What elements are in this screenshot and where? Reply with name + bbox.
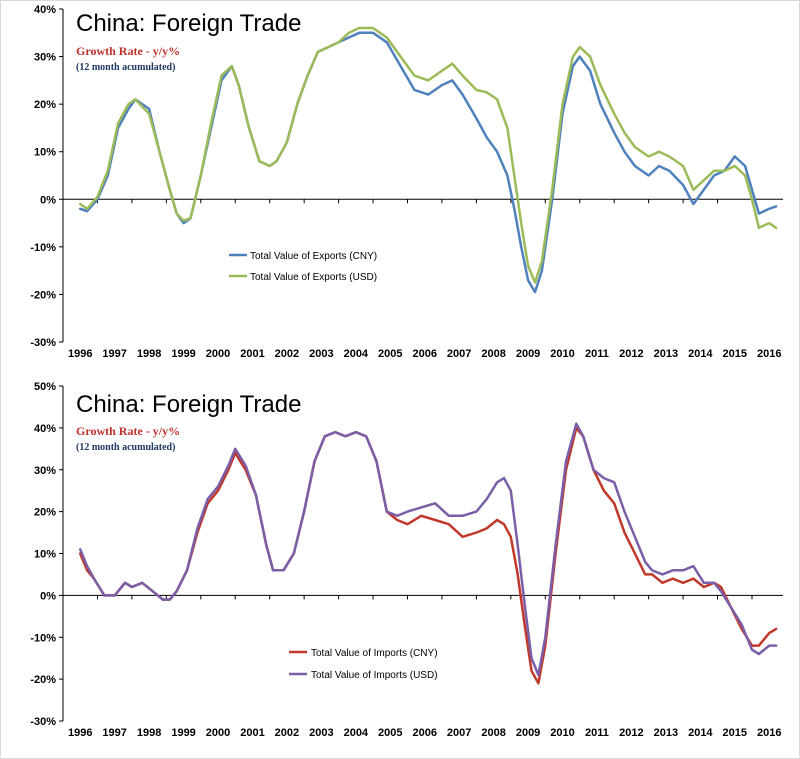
chart-title: China: Foreign Trade [76, 391, 301, 418]
legend-label-exports-usd: Total Value of Exports (USD) [250, 272, 377, 283]
x-tick-label: 2002 [275, 348, 299, 360]
x-tick-label: 1998 [137, 348, 161, 360]
y-tick-label: -10% [30, 632, 56, 644]
x-tick-label: 2007 [447, 727, 471, 739]
x-tick-label: 2000 [206, 348, 230, 360]
legend: Total Value of Exports (CNY) Total Value… [229, 251, 377, 283]
x-tick-label: 2013 [654, 348, 678, 360]
chart-note: (12 month acumulated) [76, 62, 175, 73]
x-tick-label: 2000 [206, 727, 230, 739]
x-tick-label: 2010 [550, 727, 574, 739]
series-lines [78, 422, 778, 685]
imports-chart: -30%-20%-10%0%10%20%30%40%50% 1996 1997 19… [30, 381, 783, 739]
x-tick-label: 2005 [378, 727, 402, 739]
x-tick-label: 2008 [481, 727, 505, 739]
x-tick-label: 2004 [344, 727, 369, 739]
x-tick-label: 1998 [137, 727, 161, 739]
x-tick-label: 2015 [723, 348, 747, 360]
x-tick-label: 2005 [378, 348, 402, 360]
y-tick-label: 30% [34, 52, 56, 64]
exports-chart: -30%-20%-10%0%10%20%30%40% 1996 1997 1998 1… [30, 4, 783, 360]
series-line-exports-usd [78, 26, 778, 284]
x-tick-label: 2012 [619, 727, 643, 739]
legend-label-imports-usd: Total Value of Imports (USD) [311, 670, 438, 681]
y-tick-labels: -30% -20% -10% 0% 10% 20% 30% 40% [30, 4, 63, 349]
y-tick-label: 30% [34, 465, 56, 477]
y-tick-labels: -30% -20% -10% 0% 10% 20% 30% 40% 50% [30, 381, 63, 728]
x-tick-label: 2015 [723, 727, 747, 739]
y-tick-label: -20% [30, 289, 56, 301]
y-tick-label: -10% [30, 242, 56, 254]
x-tick-label: 2013 [654, 727, 678, 739]
y-tick-label: 10% [34, 147, 56, 159]
x-tick-label: 2006 [412, 348, 436, 360]
x-tick-label: 2011 [585, 727, 609, 739]
x-tick-label: 1996 [68, 727, 92, 739]
series-line-imports-usd [78, 422, 778, 677]
x-tick-label: 2010 [550, 348, 574, 360]
x-tick-label: 2001 [240, 348, 264, 360]
x-tick-label: 2007 [447, 348, 471, 360]
y-tick-label: -30% [30, 716, 56, 728]
x-tick-label: 2002 [275, 727, 299, 739]
x-tick-labels: 1996 1997 1998 1999 2000 2001 2002 2003 2004 2005… [62, 595, 781, 739]
x-tick-label: 1999 [171, 727, 195, 739]
chart-note: (12 month acumulated) [76, 442, 175, 453]
y-tick-label: 10% [34, 549, 56, 561]
x-tick-label: 2006 [412, 727, 436, 739]
x-tick-label: 2011 [585, 348, 609, 360]
y-tick-label: 0% [40, 194, 56, 206]
x-tick-label: 2014 [688, 348, 713, 360]
y-tick-label: 40% [34, 423, 56, 435]
y-tick-label: 20% [34, 99, 56, 111]
x-tick-label: 1999 [171, 348, 195, 360]
x-tick-label: 1996 [68, 348, 92, 360]
x-tick-label: 1997 [102, 727, 126, 739]
chart-subtitle: Growth Rate - y/y% [76, 424, 180, 438]
x-tick-label: 2009 [516, 727, 540, 739]
y-tick-label: 20% [34, 507, 56, 519]
x-tick-label: 2012 [619, 348, 643, 360]
chart-subtitle: Growth Rate - y/y% [76, 44, 180, 58]
x-tick-label: 2016 [757, 348, 781, 360]
y-tick-label: 40% [34, 4, 56, 16]
x-tick-label: 2003 [309, 727, 333, 739]
x-tick-label: 2004 [344, 348, 369, 360]
series-line-exports-cny [78, 31, 778, 294]
x-tick-label: 2009 [516, 348, 540, 360]
y-tick-label: -20% [30, 674, 56, 686]
x-tick-labels: 1996 1997 1998 1999 2000 2001 2002 2003 2004 2005… [62, 199, 781, 360]
x-tick-label: 1997 [102, 348, 126, 360]
series-lines [78, 26, 778, 294]
series-line-imports-cny [78, 426, 778, 685]
legend-label-imports-cny: Total Value of Imports (CNY) [311, 648, 438, 659]
y-tick-label: -30% [30, 337, 56, 349]
x-tick-label: 2008 [481, 348, 505, 360]
chart-title: China: Foreign Trade [76, 10, 301, 37]
x-tick-label: 2014 [688, 727, 713, 739]
x-tick-label: 2003 [309, 348, 333, 360]
y-tick-label: 0% [40, 590, 56, 602]
x-tick-label: 2016 [757, 727, 781, 739]
legend: Total Value of Imports (CNY) Total Value… [289, 648, 438, 681]
legend-label-exports-cny: Total Value of Exports (CNY) [250, 251, 377, 262]
y-tick-label: 50% [34, 381, 56, 393]
x-tick-label: 2001 [240, 727, 264, 739]
